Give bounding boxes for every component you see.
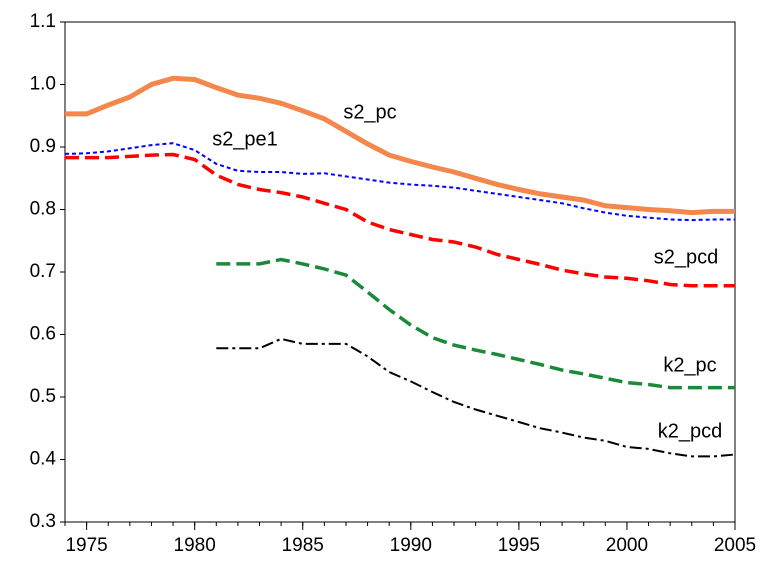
x-tick-label: 2000: [606, 535, 648, 556]
series-line: [65, 75, 735, 216]
y-tick-label: 0.5: [30, 386, 56, 407]
y-tick-label: 1.0: [30, 74, 56, 95]
x-tick-label: 1980: [174, 535, 216, 556]
series-label: s2_pcd: [654, 246, 719, 268]
series-line: [216, 257, 735, 390]
y-tick-label: 0.6: [30, 324, 56, 345]
series-label: s2_pc: [343, 101, 396, 123]
series-label: s2_pe1: [212, 128, 278, 150]
series-line: [64, 142, 735, 222]
y-tick-label: 0.4: [30, 449, 57, 470]
x-tick-label: 1990: [390, 535, 432, 556]
y-tick-label: 0.3: [30, 511, 56, 532]
x-tick-label: 1985: [282, 535, 324, 556]
y-tick-label: 0.8: [30, 199, 56, 220]
y-tick-label: 0.7: [30, 261, 56, 282]
y-tick-label: 0.9: [30, 136, 56, 157]
series-line: [65, 152, 735, 288]
x-tick-label: 2005: [714, 535, 756, 556]
y-tick-label: 1.1: [30, 11, 56, 32]
series-line: [216, 337, 736, 458]
x-tick-label: 1975: [65, 535, 107, 556]
x-tick-label: 1995: [498, 535, 540, 556]
series-label: k2_pc: [663, 354, 716, 376]
series-label: k2_pcd: [658, 420, 723, 442]
